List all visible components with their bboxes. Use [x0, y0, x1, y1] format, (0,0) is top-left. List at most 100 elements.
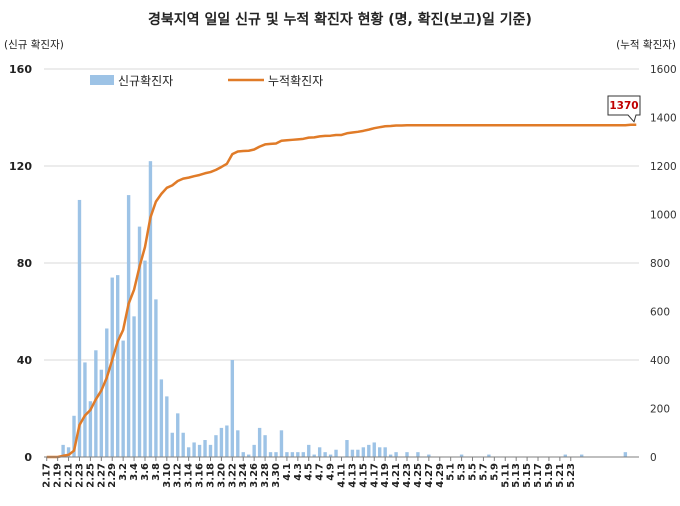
x-tick-label: 4.13	[347, 463, 358, 488]
bar	[290, 452, 295, 457]
x-tick-label: 5.9	[489, 463, 500, 481]
x-tick-label: 3.16	[195, 463, 206, 488]
bar	[99, 369, 104, 457]
x-tick-label: 3.28	[260, 463, 271, 488]
x-tick-label: 3.2	[118, 463, 129, 481]
x-tick-label: 4.29	[435, 463, 446, 488]
bar	[459, 454, 464, 457]
bar	[263, 435, 267, 457]
x-tick-label: 4.3	[293, 463, 304, 481]
bar	[312, 454, 316, 457]
bar	[154, 299, 158, 457]
bar	[328, 454, 333, 457]
x-tick-label: 5.13	[511, 463, 522, 488]
bar	[192, 442, 196, 457]
bar	[285, 452, 289, 457]
x-tick-label: 4.11	[337, 463, 348, 488]
bar	[323, 452, 327, 457]
bar	[203, 440, 207, 457]
x-tick-label: 4.19	[380, 463, 391, 488]
legend-bar-label: 신규확진자	[118, 74, 173, 88]
x-tick-label: 4.17	[369, 463, 380, 488]
bar	[170, 432, 174, 457]
bar	[105, 328, 109, 457]
bar	[132, 316, 136, 457]
bar	[268, 452, 273, 457]
callout-label: 1370	[609, 100, 638, 112]
x-tick-label: 3.8	[151, 463, 162, 481]
x-tick-label: 4.9	[326, 463, 337, 481]
x-tick-label: 3.22	[227, 463, 238, 488]
bar	[110, 277, 114, 457]
legend-line-label: 누적확진자	[268, 74, 323, 88]
legend-bar-swatch	[90, 75, 114, 85]
bar	[121, 340, 125, 457]
x-tick-label: 2.25	[85, 463, 96, 488]
bar	[416, 452, 420, 457]
bar	[66, 447, 71, 457]
x-tick-label: 3.6	[140, 463, 151, 481]
grid	[44, 68, 639, 361]
bar	[94, 350, 98, 457]
x-tick-label: 4.5	[304, 463, 315, 481]
bar	[388, 454, 393, 457]
bar-series	[61, 161, 628, 457]
bar	[236, 430, 240, 457]
bar	[148, 161, 153, 457]
bar	[208, 444, 213, 457]
value-callout: 1370	[607, 95, 641, 123]
x-tick-label: 2.21	[64, 463, 75, 488]
x-tick-label: 3.4	[129, 463, 140, 481]
x-tick-label: 5.5	[468, 463, 479, 481]
bar	[225, 425, 229, 457]
bar	[77, 199, 82, 457]
y-tick-left: 120	[9, 160, 32, 173]
x-tick-label: 5.1	[446, 463, 457, 481]
bar	[427, 454, 431, 457]
x-tick-label: 2.29	[107, 463, 118, 488]
bar	[623, 452, 628, 457]
bar	[257, 427, 262, 457]
x-tick-label: 5.7	[478, 463, 489, 481]
bar	[247, 454, 251, 457]
bar	[307, 444, 311, 457]
bar	[345, 440, 349, 457]
x-tick-label: 5.17	[533, 463, 544, 488]
bar	[334, 449, 338, 457]
bar	[88, 401, 93, 457]
y-tick-left: 160	[9, 63, 32, 76]
bar	[361, 447, 366, 457]
bar	[126, 195, 131, 457]
left-axis-label: (신규 확진자)	[4, 38, 64, 51]
y-tick-right: 600	[650, 307, 670, 319]
x-tick-label: 4.15	[358, 463, 369, 488]
x-tick-label: 2.27	[96, 463, 107, 488]
legend: 신규확진자 누적확진자	[90, 74, 323, 88]
bar	[186, 447, 191, 457]
x-tick-label: 4.27	[424, 463, 435, 488]
x-tick-label: 3.26	[249, 463, 260, 488]
x-tick-label: 5.21	[555, 463, 566, 488]
bar	[137, 226, 142, 457]
axes: 0408012016002004006008001000120014001600…	[9, 63, 677, 488]
x-tick-label: 5.11	[500, 463, 511, 488]
x-tick-label: 2.17	[42, 463, 53, 488]
bar	[296, 452, 300, 457]
y-tick-right: 1600	[650, 64, 677, 76]
y-tick-right: 0	[650, 452, 657, 464]
bar	[83, 362, 87, 457]
bar	[274, 452, 278, 457]
x-tick-label: 5.19	[544, 463, 555, 488]
y-tick-right: 200	[650, 404, 670, 416]
x-tick-label: 3.12	[173, 463, 184, 488]
bar	[176, 413, 180, 457]
line-series	[46, 123, 637, 459]
x-tick-label: 5.23	[566, 463, 577, 488]
bar	[159, 379, 164, 457]
bar	[197, 444, 202, 457]
bar	[350, 449, 355, 457]
bar	[252, 444, 256, 457]
bar	[116, 275, 120, 457]
y-tick-left: 0	[24, 451, 32, 464]
